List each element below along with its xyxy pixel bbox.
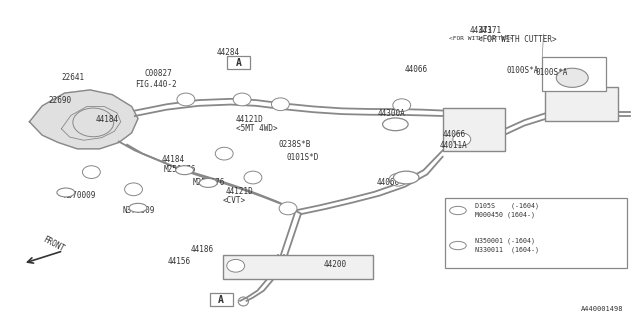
Text: N370009: N370009 (63, 191, 95, 200)
Polygon shape (29, 90, 138, 149)
Text: FIG.440-2: FIG.440-2 (135, 80, 177, 89)
Ellipse shape (125, 183, 143, 196)
Bar (227, 56, 250, 69)
Text: N330011  (1604-): N330011 (1604-) (475, 247, 539, 253)
Text: M250076: M250076 (192, 179, 225, 188)
Text: D105S    (-1604): D105S (-1604) (475, 202, 539, 209)
Text: <CVT>: <CVT> (223, 196, 246, 205)
Circle shape (383, 118, 408, 131)
Bar (545, 87, 618, 121)
Text: ①: ① (455, 207, 461, 213)
Bar (443, 108, 505, 151)
Ellipse shape (271, 98, 289, 111)
Ellipse shape (215, 147, 233, 160)
Text: C00827: C00827 (145, 69, 172, 78)
Text: 44066: 44066 (404, 65, 428, 74)
Text: ②: ② (402, 173, 410, 182)
Ellipse shape (177, 93, 195, 106)
Text: A: A (236, 58, 242, 68)
Text: 44184: 44184 (95, 115, 118, 124)
Bar (209, 293, 232, 306)
Text: 44371: 44371 (478, 27, 502, 36)
Bar (542, 57, 606, 91)
Text: M000450 (1604-): M000450 (1604-) (475, 212, 535, 219)
Text: N350001 (-1604): N350001 (-1604) (475, 237, 535, 244)
Text: 44121D: 44121D (236, 115, 264, 124)
Text: 22690: 22690 (49, 96, 72, 105)
Text: 44156: 44156 (168, 257, 191, 266)
Ellipse shape (453, 133, 470, 146)
Text: 44186: 44186 (191, 245, 214, 254)
Bar (223, 255, 373, 278)
Circle shape (394, 171, 419, 184)
Text: <5MT 4WD>: <5MT 4WD> (236, 124, 277, 132)
Text: 0100S*A: 0100S*A (506, 66, 538, 75)
Text: 44066: 44066 (376, 179, 399, 188)
Text: 44184: 44184 (162, 155, 185, 164)
Text: M250076: M250076 (164, 165, 196, 174)
Text: A440001498: A440001498 (581, 306, 623, 312)
Text: 0101S*D: 0101S*D (287, 153, 319, 162)
Text: ②: ② (455, 243, 461, 249)
Circle shape (175, 166, 193, 175)
Text: 44200: 44200 (323, 260, 346, 269)
Ellipse shape (393, 99, 411, 112)
Text: <FOR WITH CUTTER>: <FOR WITH CUTTER> (478, 35, 557, 44)
Bar (445, 198, 627, 268)
Text: 44011A: 44011A (440, 141, 468, 150)
Text: 22641: 22641 (61, 73, 84, 82)
Text: 44300A: 44300A (378, 109, 405, 118)
Text: 44066: 44066 (443, 130, 466, 139)
Ellipse shape (233, 93, 251, 106)
Ellipse shape (389, 173, 407, 186)
Ellipse shape (83, 166, 100, 179)
Text: 44121D: 44121D (225, 188, 253, 196)
Text: A: A (218, 294, 224, 305)
Ellipse shape (244, 171, 262, 184)
Circle shape (450, 241, 467, 250)
Text: FRONT: FRONT (41, 235, 65, 254)
Text: 44371: 44371 (469, 26, 493, 35)
Text: 44284: 44284 (216, 48, 239, 57)
Text: ①: ① (391, 120, 399, 129)
Text: <FOR WITH CUTTER>: <FOR WITH CUTTER> (449, 36, 513, 41)
Circle shape (129, 203, 147, 212)
Ellipse shape (279, 202, 297, 215)
Text: 0100S*A: 0100S*A (536, 68, 568, 77)
Ellipse shape (227, 260, 244, 272)
Ellipse shape (556, 68, 588, 87)
Text: 0238S*B: 0238S*B (278, 140, 311, 149)
Text: N370009: N370009 (122, 206, 154, 215)
Circle shape (57, 188, 75, 197)
Circle shape (450, 206, 467, 215)
Circle shape (199, 179, 217, 188)
